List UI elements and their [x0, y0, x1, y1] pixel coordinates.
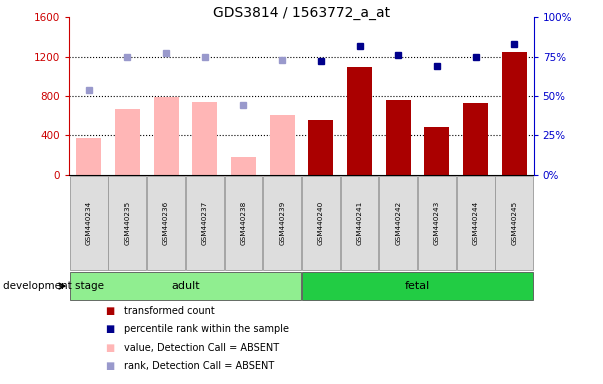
Text: GSM440243: GSM440243 — [434, 200, 440, 245]
Text: ■: ■ — [106, 306, 115, 316]
FancyBboxPatch shape — [379, 176, 417, 270]
FancyBboxPatch shape — [224, 176, 262, 270]
Bar — [76, 138, 101, 175]
Text: transformed count: transformed count — [124, 306, 214, 316]
Bar — [270, 115, 295, 175]
FancyBboxPatch shape — [302, 176, 340, 270]
Bar — [502, 52, 527, 175]
Text: fetal: fetal — [405, 281, 430, 291]
Bar — [115, 109, 140, 175]
FancyBboxPatch shape — [456, 176, 494, 270]
FancyBboxPatch shape — [495, 176, 533, 270]
FancyBboxPatch shape — [147, 176, 185, 270]
Bar — [192, 102, 217, 175]
FancyBboxPatch shape — [418, 176, 456, 270]
Text: GSM440235: GSM440235 — [124, 200, 130, 245]
Text: GSM440242: GSM440242 — [395, 200, 401, 245]
Bar — [231, 157, 256, 175]
Text: GSM440234: GSM440234 — [86, 200, 92, 245]
FancyBboxPatch shape — [263, 176, 301, 270]
FancyBboxPatch shape — [186, 176, 224, 270]
Text: GSM440237: GSM440237 — [202, 200, 208, 245]
Bar — [347, 68, 372, 175]
Bar — [154, 97, 178, 175]
FancyBboxPatch shape — [70, 176, 108, 270]
Text: ■: ■ — [106, 343, 115, 353]
FancyBboxPatch shape — [109, 176, 147, 270]
Text: GSM440241: GSM440241 — [356, 200, 362, 245]
Bar — [308, 120, 333, 175]
FancyBboxPatch shape — [70, 272, 301, 300]
Text: GSM440239: GSM440239 — [279, 200, 285, 245]
Bar — [463, 103, 488, 175]
Text: ■: ■ — [106, 324, 115, 334]
Text: GSM440236: GSM440236 — [163, 200, 169, 245]
Text: development stage: development stage — [3, 281, 104, 291]
Bar — [425, 126, 449, 175]
Text: rank, Detection Call = ABSENT: rank, Detection Call = ABSENT — [124, 361, 274, 371]
Text: GDS3814 / 1563772_a_at: GDS3814 / 1563772_a_at — [213, 6, 390, 20]
Text: percentile rank within the sample: percentile rank within the sample — [124, 324, 289, 334]
Text: adult: adult — [171, 281, 200, 291]
FancyBboxPatch shape — [302, 272, 533, 300]
Text: ■: ■ — [106, 361, 115, 371]
Text: GSM440238: GSM440238 — [241, 200, 247, 245]
Text: value, Detection Call = ABSENT: value, Detection Call = ABSENT — [124, 343, 279, 353]
Text: GSM440240: GSM440240 — [318, 200, 324, 245]
Bar — [386, 100, 411, 175]
Text: GSM440244: GSM440244 — [473, 200, 479, 245]
Text: GSM440245: GSM440245 — [511, 200, 517, 245]
FancyBboxPatch shape — [341, 176, 379, 270]
